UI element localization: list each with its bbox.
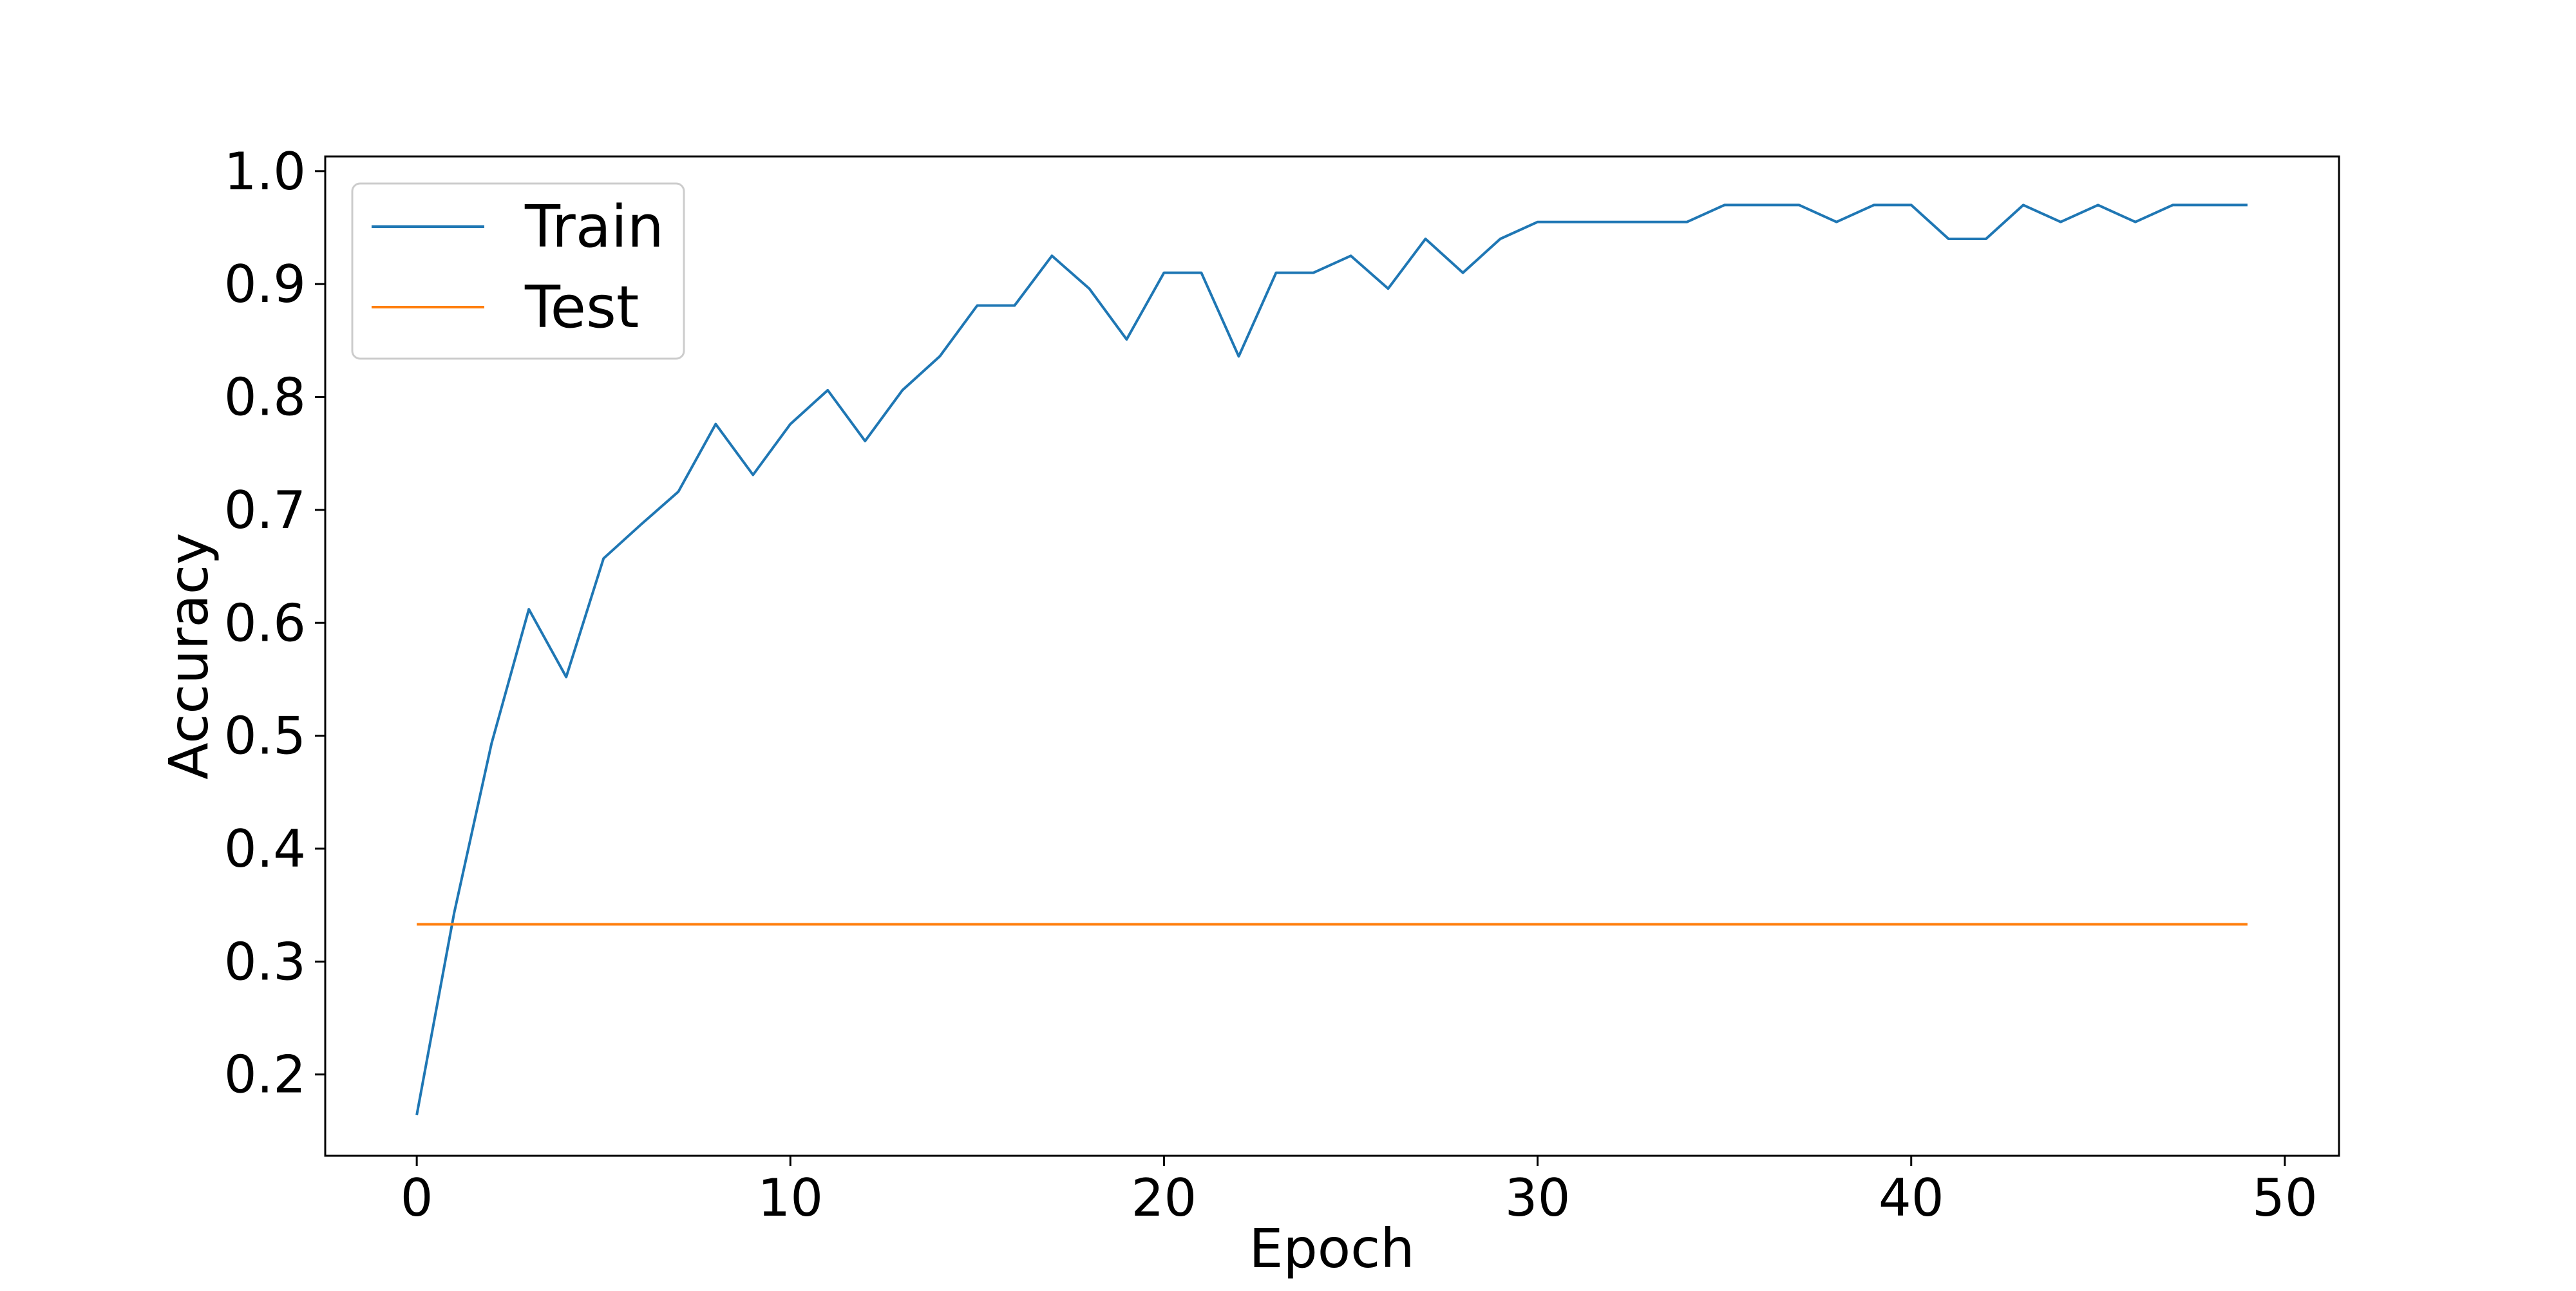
x-tick-label: 40 xyxy=(1879,1168,1944,1228)
y-tick-label: 0.9 xyxy=(224,254,306,314)
y-axis-label: Accuracy xyxy=(157,532,220,780)
x-axis-ticks: 0 10 20 30 40 50 xyxy=(401,1156,2318,1228)
x-tick-label: 10 xyxy=(757,1168,823,1228)
series-layer xyxy=(415,203,2248,1116)
y-tick-label: 0.8 xyxy=(224,368,306,428)
y-tick-label: 0.3 xyxy=(224,932,306,992)
x-tick-label: 0 xyxy=(401,1168,433,1228)
y-axis-ticks: 0.2 0.3 0.4 0.5 0.6 0.7 0.8 0.9 1.0 xyxy=(224,142,325,1105)
x-tick-label: 30 xyxy=(1505,1168,1571,1228)
plot-frame xyxy=(324,155,2340,1157)
x-tick-label: 50 xyxy=(2252,1168,2318,1228)
y-tick-label: 1.0 xyxy=(224,142,306,202)
legend-train-label: Train xyxy=(524,193,664,261)
legend: Train Test xyxy=(351,182,685,360)
legend-test-label: Test xyxy=(524,274,639,341)
x-axis-label: Epoch xyxy=(1249,1217,1414,1280)
x-tick-label: 20 xyxy=(1132,1168,1197,1228)
y-tick-label: 0.7 xyxy=(224,480,306,540)
y-tick-label: 0.5 xyxy=(224,706,306,766)
series-line-train xyxy=(415,203,2248,1116)
y-tick-label: 0.4 xyxy=(224,819,306,879)
y-tick-label: 0.6 xyxy=(224,593,306,653)
y-tick-label: 0.2 xyxy=(224,1045,306,1105)
